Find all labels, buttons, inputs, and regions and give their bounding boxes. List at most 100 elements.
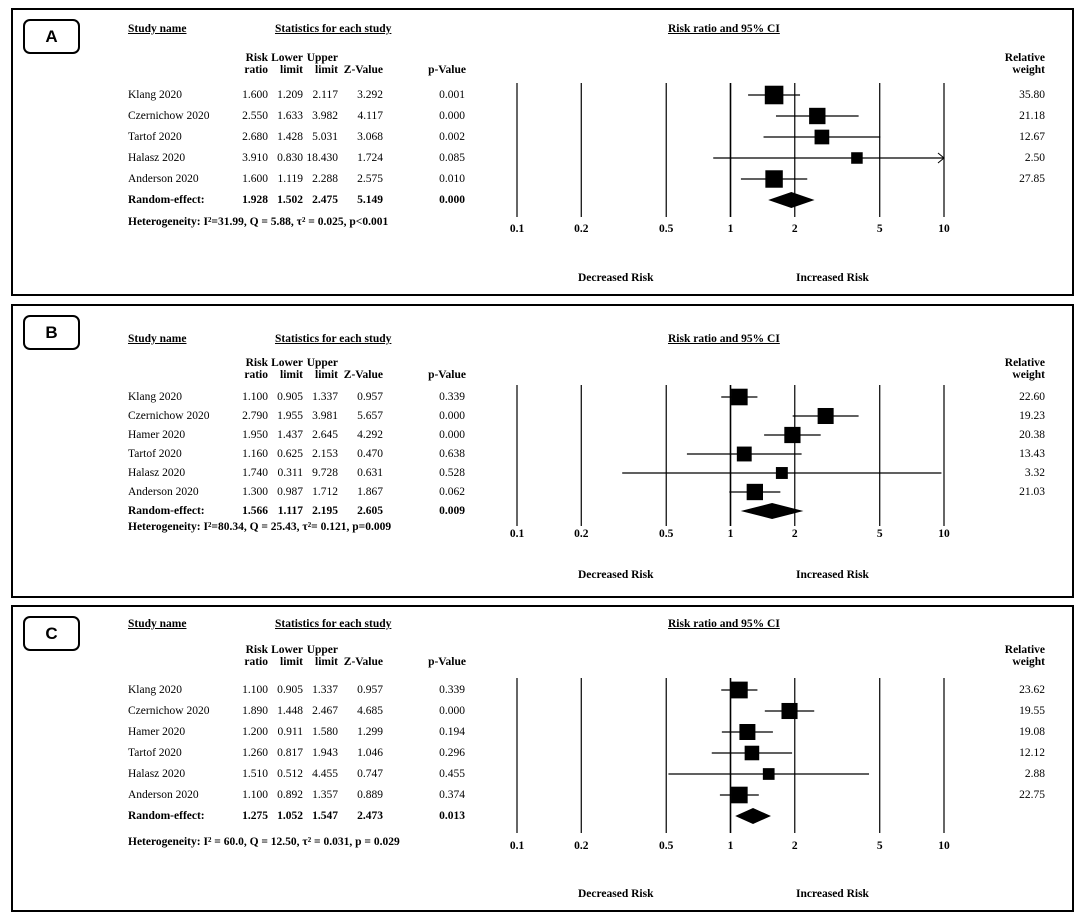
p-value: 0.000 [439, 705, 465, 717]
study-name-header: Study name [128, 618, 187, 630]
z-value-header: Z-Value [343, 369, 383, 381]
lower-limit-value: 0.905 [277, 684, 303, 696]
risk-ratio-value: 1.200 [242, 726, 268, 738]
risk-ratio-header-line2: ratio [244, 369, 268, 381]
relative-weight-header: Relative weight [1005, 357, 1045, 381]
lower-limit-header-line1: Lower [271, 52, 303, 64]
relative-weight-value: 20.38 [1019, 429, 1045, 441]
p-value: 0.085 [439, 152, 465, 164]
pooled-z-value: 5.149 [357, 194, 383, 206]
lower-limit-value: 0.817 [277, 747, 303, 759]
upper-limit-header: Upper limit [307, 644, 338, 668]
lower-limit-header-line2: limit [280, 64, 303, 76]
lower-limit-header: Lower limit [271, 357, 303, 381]
z-value: 0.957 [357, 391, 383, 403]
increased-risk-label: Increased Risk [796, 272, 869, 284]
relative-weight-value: 2.88 [1024, 768, 1045, 780]
study-name: Czernichow 2020 [128, 110, 210, 122]
upper-limit-value: 1.357 [312, 789, 338, 801]
relative-weight-line2: weight [1012, 64, 1045, 76]
upper-limit-header-line2: limit [315, 369, 338, 381]
z-value: 0.470 [357, 448, 383, 460]
risk-ratio-value: 2.550 [242, 110, 268, 122]
relative-weight-header: Relative weight [1005, 644, 1045, 668]
relative-weight-value: 19.23 [1019, 410, 1045, 422]
relative-weight-value: 21.03 [1019, 486, 1045, 498]
plot-title: Risk ratio and 95% CI [668, 333, 780, 345]
plot-title: Risk ratio and 95% CI [668, 618, 780, 630]
study-name: Klang 2020 [128, 391, 182, 403]
statistics-header: Statistics for each study [275, 618, 392, 630]
z-value: 0.631 [357, 467, 383, 479]
z-value: 4.292 [357, 429, 383, 441]
lower-limit-value: 0.905 [277, 391, 303, 403]
relative-weight-value: 23.62 [1019, 684, 1045, 696]
study-name: Hamer 2020 [128, 726, 186, 738]
p-value: 0.000 [439, 429, 465, 441]
z-value: 1.046 [357, 747, 383, 759]
panel-c [11, 605, 1074, 912]
risk-ratio-header-line2: ratio [244, 64, 268, 76]
pooled-upper-limit: 2.195 [312, 505, 338, 517]
z-value: 2.575 [357, 173, 383, 185]
relative-weight-value: 3.32 [1024, 467, 1045, 479]
z-value: 0.957 [357, 684, 383, 696]
p-value: 0.000 [439, 410, 465, 422]
lower-limit-value: 0.311 [277, 467, 303, 479]
increased-risk-label: Increased Risk [796, 888, 869, 900]
p-value-header: p-Value [428, 64, 466, 76]
pooled-lower-limit: 1.052 [277, 810, 303, 822]
study-name: Anderson 2020 [128, 789, 199, 801]
risk-ratio-value: 1.300 [242, 486, 268, 498]
relative-weight-value: 21.18 [1019, 110, 1045, 122]
p-value-header: p-Value [428, 656, 466, 668]
pooled-upper-limit: 2.475 [312, 194, 338, 206]
decreased-risk-label: Decreased Risk [578, 272, 654, 284]
risk-ratio-header-line2: ratio [244, 656, 268, 668]
decreased-risk-label: Decreased Risk [578, 569, 654, 581]
lower-limit-header-line1: Lower [271, 357, 303, 369]
pooled-risk-ratio: 1.275 [242, 810, 268, 822]
relative-weight-line2: weight [1012, 369, 1045, 381]
upper-limit-header-line1: Upper [306, 357, 338, 369]
relative-weight-value: 19.08 [1019, 726, 1045, 738]
pooled-p-value: 0.013 [439, 810, 465, 822]
z-value: 0.747 [357, 768, 383, 780]
risk-ratio-value: 2.680 [242, 131, 268, 143]
upper-limit-header-line1: Upper [306, 644, 338, 656]
study-name: Hamer 2020 [128, 429, 186, 441]
study-name-header: Study name [128, 333, 187, 345]
relative-weight-value: 22.75 [1019, 789, 1045, 801]
p-value: 0.062 [439, 486, 465, 498]
panel-b [11, 304, 1074, 598]
lower-limit-value: 0.892 [277, 789, 303, 801]
upper-limit-value: 3.981 [312, 410, 338, 422]
upper-limit-value: 1.580 [312, 726, 338, 738]
z-value-header: Z-Value [343, 64, 383, 76]
risk-ratio-value: 1.600 [242, 173, 268, 185]
risk-ratio-value: 1.260 [242, 747, 268, 759]
relative-weight-value: 13.43 [1019, 448, 1045, 460]
lower-limit-header-line2: limit [280, 656, 303, 668]
lower-limit-value: 0.830 [277, 152, 303, 164]
relative-weight-value: 22.60 [1019, 391, 1045, 403]
heterogeneity-text: Heterogeneity: I²=80.34, Q = 25.43, τ²= … [128, 521, 392, 533]
panel-label: B [23, 315, 80, 350]
upper-limit-value: 5.031 [312, 131, 338, 143]
z-value: 4.117 [357, 110, 383, 122]
upper-limit-value: 1.712 [312, 486, 338, 498]
risk-ratio-value: 2.790 [242, 410, 268, 422]
p-value: 0.638 [439, 448, 465, 460]
relative-weight-value: 12.12 [1019, 747, 1045, 759]
pooled-risk-ratio: 1.566 [242, 505, 268, 517]
risk-ratio-value: 1.740 [242, 467, 268, 479]
statistics-header: Statistics for each study [275, 23, 392, 35]
risk-ratio-value: 1.100 [242, 684, 268, 696]
z-value: 3.292 [357, 89, 383, 101]
p-value: 0.339 [439, 684, 465, 696]
lower-limit-value: 0.987 [277, 486, 303, 498]
panel-label: A [23, 19, 80, 54]
p-value: 0.194 [439, 726, 465, 738]
z-value: 1.724 [357, 152, 383, 164]
lower-limit-value: 1.437 [277, 429, 303, 441]
